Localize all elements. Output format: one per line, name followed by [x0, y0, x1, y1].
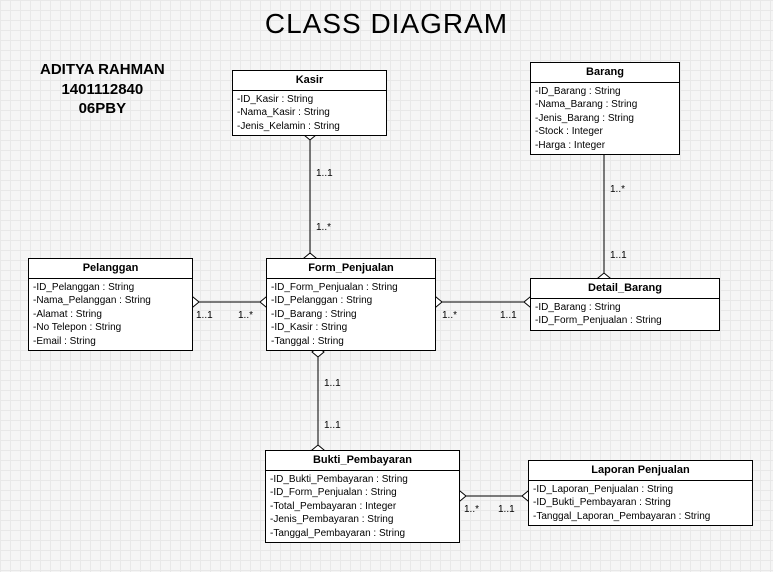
author-id: 1401112840 [40, 80, 165, 100]
attr: Harga : Integer [535, 139, 675, 153]
attr: ID_Form_Penjualan : String [271, 281, 431, 295]
attr: ID_Bukti_Pembayaran : String [533, 496, 748, 510]
attr: ID_Pelanggan : String [271, 294, 431, 308]
page-title: CLASS DIAGRAM [0, 8, 773, 40]
multiplicity: 1..* [238, 310, 253, 321]
multiplicity: 1..1 [324, 378, 341, 389]
attr: ID_Form_Penjualan : String [535, 314, 715, 328]
class-attrs: ID_Pelanggan : StringNama_Pelanggan : St… [29, 279, 192, 351]
attr: ID_Form_Penjualan : String [270, 486, 455, 500]
attr: Email : String [33, 335, 188, 349]
multiplicity: 1..* [442, 310, 457, 321]
attr: ID_Kasir : String [237, 93, 382, 107]
multiplicity: 1..* [610, 184, 625, 195]
attr: Jenis_Pembayaran : String [270, 513, 455, 527]
attr: Stock : Integer [535, 125, 675, 139]
multiplicity: 1..1 [610, 250, 627, 261]
multiplicity: 1..1 [196, 310, 213, 321]
class-name: Bukti_Pembayaran [266, 451, 459, 471]
class-attrs: ID_Barang : StringID_Form_Penjualan : St… [531, 299, 719, 330]
class-attrs: ID_Kasir : StringNama_Kasir : StringJeni… [233, 91, 386, 136]
class-attrs: ID_Barang : StringNama_Barang : StringJe… [531, 83, 679, 155]
attr: ID_Barang : String [535, 301, 715, 315]
attr: ID_Kasir : String [271, 321, 431, 335]
class-name: Pelanggan [29, 259, 192, 279]
attr: ID_Bukti_Pembayaran : String [270, 473, 455, 487]
attr: Nama_Pelanggan : String [33, 294, 188, 308]
multiplicity: 1..1 [324, 420, 341, 431]
attr: Alamat : String [33, 308, 188, 322]
multiplicity: 1..1 [498, 504, 515, 515]
attr: Nama_Barang : String [535, 98, 675, 112]
class-pelanggan: PelangganID_Pelanggan : StringNama_Pelan… [28, 258, 193, 351]
class-laporan: Laporan PenjualanID_Laporan_Penjualan : … [528, 460, 753, 526]
author-block: ADITYA RAHMAN 1401112840 06PBY [40, 60, 165, 119]
class-name: Barang [531, 63, 679, 83]
class-attrs: ID_Laporan_Penjualan : StringID_Bukti_Pe… [529, 481, 752, 526]
attr: Jenis_Kelamin : String [237, 120, 382, 134]
attr: ID_Pelanggan : String [33, 281, 188, 295]
multiplicity: 1..1 [316, 168, 333, 179]
attr: Tanggal : String [271, 335, 431, 349]
class-name: Detail_Barang [531, 279, 719, 299]
multiplicity: 1..1 [500, 310, 517, 321]
attr: ID_Barang : String [271, 308, 431, 322]
attr: Nama_Kasir : String [237, 106, 382, 120]
attr: ID_Laporan_Penjualan : String [533, 483, 748, 497]
multiplicity: 1..* [316, 222, 331, 233]
author-name: ADITYA RAHMAN [40, 60, 165, 80]
author-class: 06PBY [40, 99, 165, 119]
class-name: Form_Penjualan [267, 259, 435, 279]
attr: Tanggal_Pembayaran : String [270, 527, 455, 541]
attr: Tanggal_Laporan_Pembayaran : String [533, 510, 748, 524]
class-attrs: ID_Bukti_Pembayaran : StringID_Form_Penj… [266, 471, 459, 543]
class-bukti: Bukti_PembayaranID_Bukti_Pembayaran : St… [265, 450, 460, 543]
attr: Jenis_Barang : String [535, 112, 675, 126]
multiplicity: 1..* [464, 504, 479, 515]
attr: ID_Barang : String [535, 85, 675, 99]
class-barang: BarangID_Barang : StringNama_Barang : St… [530, 62, 680, 155]
class-name: Kasir [233, 71, 386, 91]
attr: Total_Pembayaran : Integer [270, 500, 455, 514]
class-form: Form_PenjualanID_Form_Penjualan : String… [266, 258, 436, 351]
class-name: Laporan Penjualan [529, 461, 752, 481]
class-kasir: KasirID_Kasir : StringNama_Kasir : Strin… [232, 70, 387, 136]
attr: No Telepon : String [33, 321, 188, 335]
class-detail: Detail_BarangID_Barang : StringID_Form_P… [530, 278, 720, 331]
class-attrs: ID_Form_Penjualan : StringID_Pelanggan :… [267, 279, 435, 351]
